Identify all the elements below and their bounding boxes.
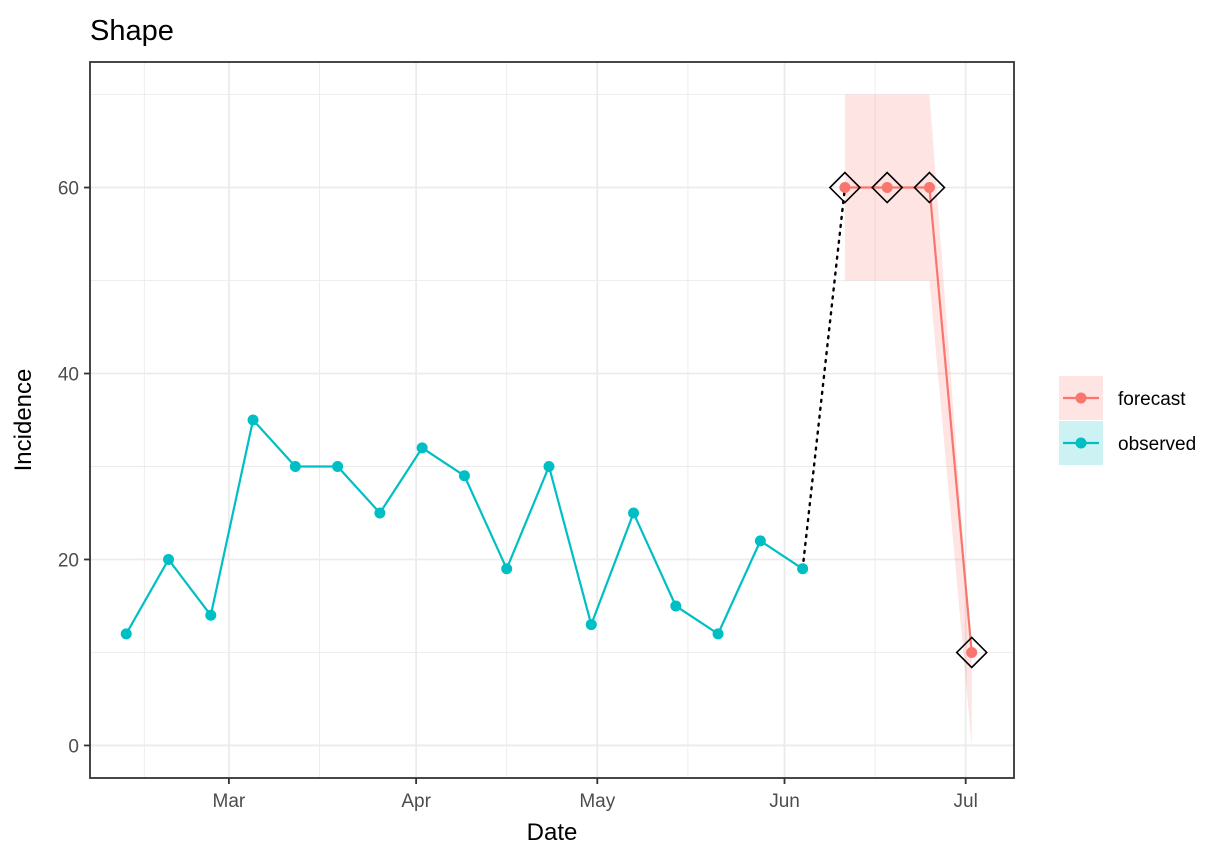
forecast-band: [844, 94, 972, 746]
observed-point: [712, 628, 724, 640]
forecast-connector-line: [801, 186, 847, 570]
y-tick-label: 20: [58, 550, 79, 571]
forecast-interval-band: [844, 94, 972, 746]
observed-point: [458, 470, 470, 482]
observed-point: [501, 563, 513, 575]
x-tick-label: Mar: [213, 791, 246, 812]
observed-point: [332, 460, 344, 472]
x-tick-label: Jul: [954, 791, 978, 812]
observed-point: [797, 563, 809, 575]
observed-point: [374, 507, 386, 519]
observed-line: [125, 417, 804, 636]
observed-point: [416, 442, 428, 454]
panel-border: [89, 61, 1015, 779]
observed-point: [628, 507, 640, 519]
series-points: [120, 171, 988, 669]
observed-point: [205, 609, 217, 621]
observed-point: [120, 628, 132, 640]
forecast-diamond-marker: [871, 171, 904, 204]
observed-point: [585, 619, 597, 631]
x-axis-title: Date: [527, 819, 578, 846]
legend-key-point-observed: [1075, 437, 1087, 449]
observed-point: [754, 535, 766, 547]
legend-label-observed: observed: [1118, 434, 1196, 455]
forecast-diamond-marker: [955, 636, 988, 669]
forecast-point: [923, 182, 935, 194]
chart-title: Shape: [90, 15, 174, 47]
forecast-diamond-marker: [913, 171, 946, 204]
legend-key-point-forecast: [1075, 392, 1087, 404]
observed-point: [543, 460, 555, 472]
y-axis-title: Incidence: [10, 369, 37, 472]
y-tick-label: 40: [58, 365, 79, 386]
legend: forecast observed: [1059, 376, 1196, 465]
observed-point: [247, 414, 259, 426]
observed-point: [289, 460, 301, 472]
forecast-point: [881, 182, 893, 194]
legend-label-forecast: forecast: [1118, 389, 1186, 410]
axis-ticks: 0 20 40 60 Mar Apr May Jun Jul: [58, 179, 978, 812]
observed-point: [670, 600, 682, 612]
x-tick-label: May: [579, 791, 615, 812]
forecast-diamond-marker: [828, 171, 862, 204]
x-tick-label: Apr: [401, 791, 431, 812]
x-tick-label: Jun: [769, 791, 800, 812]
observed-point: [163, 553, 175, 565]
forecast-line: [844, 186, 973, 653]
forecast-point: [839, 182, 851, 194]
y-tick-label: 0: [68, 736, 79, 757]
y-tick-label: 60: [58, 179, 79, 200]
forecast-point: [966, 646, 978, 658]
